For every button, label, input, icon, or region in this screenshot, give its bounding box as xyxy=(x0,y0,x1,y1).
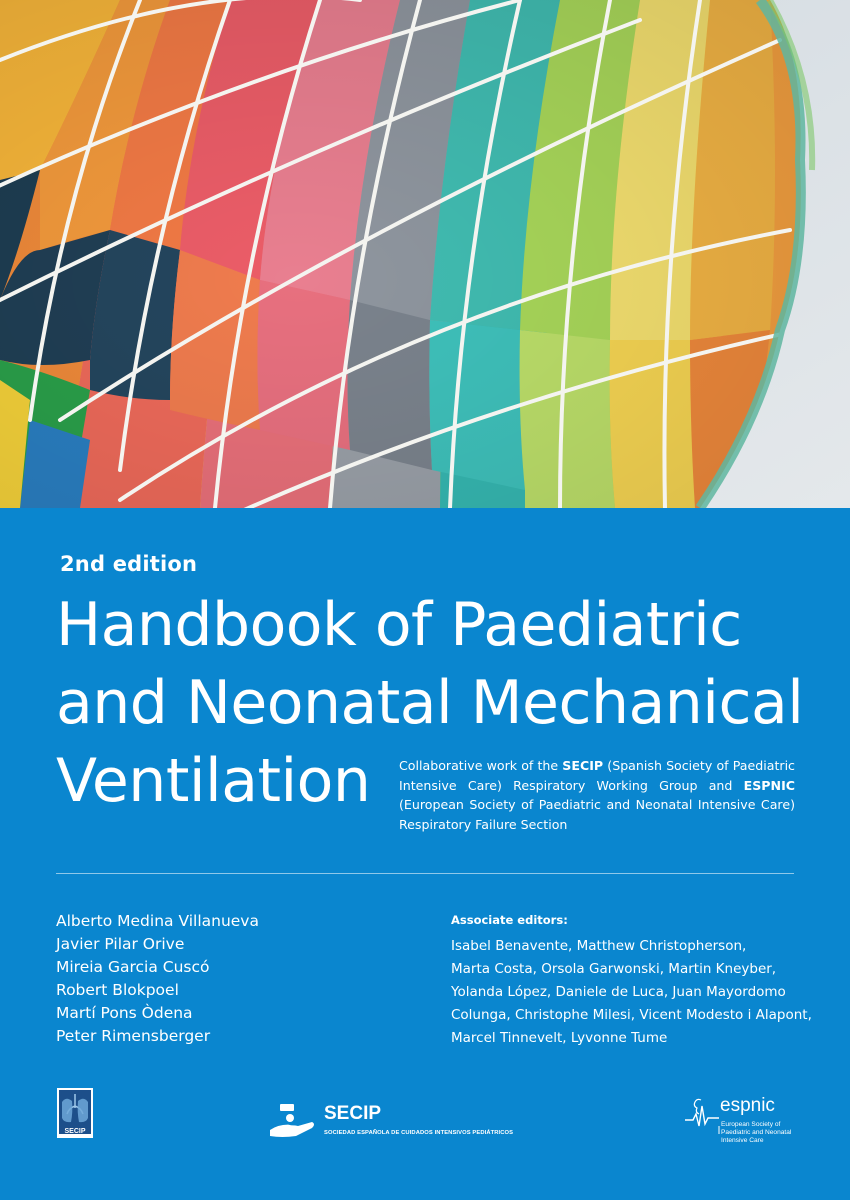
collab-text-3: (European Society of Paediatric and Neon… xyxy=(399,797,795,832)
secip-subtitle: SOCIEDAD ESPAÑOLA DE CUIDADOS INTENSIVOS… xyxy=(324,1130,514,1136)
title-line-2: and Neonatal Mechanical xyxy=(56,668,804,738)
collab-text-1: Collaborative work of the xyxy=(399,758,563,773)
associate-editors-line: Yolanda López, Daniele de Luca, Juan May… xyxy=(451,984,786,1000)
editor-name: Peter Rimensberger xyxy=(56,1027,211,1045)
espnic-name: espnic xyxy=(720,1095,775,1116)
hot-air-balloon-photo xyxy=(0,0,850,508)
collab-text-2: (Spanish Society of Paediatric Intensive… xyxy=(399,758,795,793)
associate-editors-line: Colunga, Christophe Milesi, Vicent Modes… xyxy=(451,1007,812,1023)
editor-name: Mireia Garcia Cuscó xyxy=(56,958,210,976)
espnic-subtitle: European Society of Paediatric and Neona… xyxy=(721,1121,792,1144)
editors-list: Alberto Medina Villanueva Javier Pilar O… xyxy=(56,910,259,1048)
resp-logo-label: SECIP xyxy=(64,1128,85,1135)
edition-label: 2nd edition xyxy=(60,552,198,576)
associate-editors-heading: Associate editors: xyxy=(451,913,568,927)
secip-logo-icon xyxy=(270,1104,314,1137)
editor-name: Javier Pilar Orive xyxy=(56,935,185,953)
editor-name: Alberto Medina Villanueva xyxy=(56,912,259,930)
title-line-1: Handbook of Paediatric xyxy=(56,590,742,660)
title-line-3: Ventilation xyxy=(56,746,371,816)
collab-secip: SECIP xyxy=(562,758,604,773)
associate-editors-line: Marcel Tinnevelt, Lyvonne Tume xyxy=(451,1030,668,1046)
editor-name: Robert Blokpoel xyxy=(56,981,179,999)
lungs-logo-icon: SECIP xyxy=(57,1088,93,1138)
collab-espnic: ESPNIC xyxy=(743,777,795,793)
divider-line xyxy=(56,873,794,874)
espnic-heartbeat-icon xyxy=(685,1098,720,1134)
editor-name: Martí Pons Òdena xyxy=(56,1004,193,1022)
associate-editors-line: Isabel Benavente, Matthew Christopherson… xyxy=(451,938,747,954)
collaborative-note: Collaborative work of the SECIP (Spanish… xyxy=(399,756,795,834)
associate-editors-line: Marta Costa, Orsola Garwonski, Martin Kn… xyxy=(451,961,777,977)
secip-name: SECIP xyxy=(324,1103,382,1124)
associate-editors-list: Isabel Benavente, Matthew Christopherson… xyxy=(451,935,812,1050)
